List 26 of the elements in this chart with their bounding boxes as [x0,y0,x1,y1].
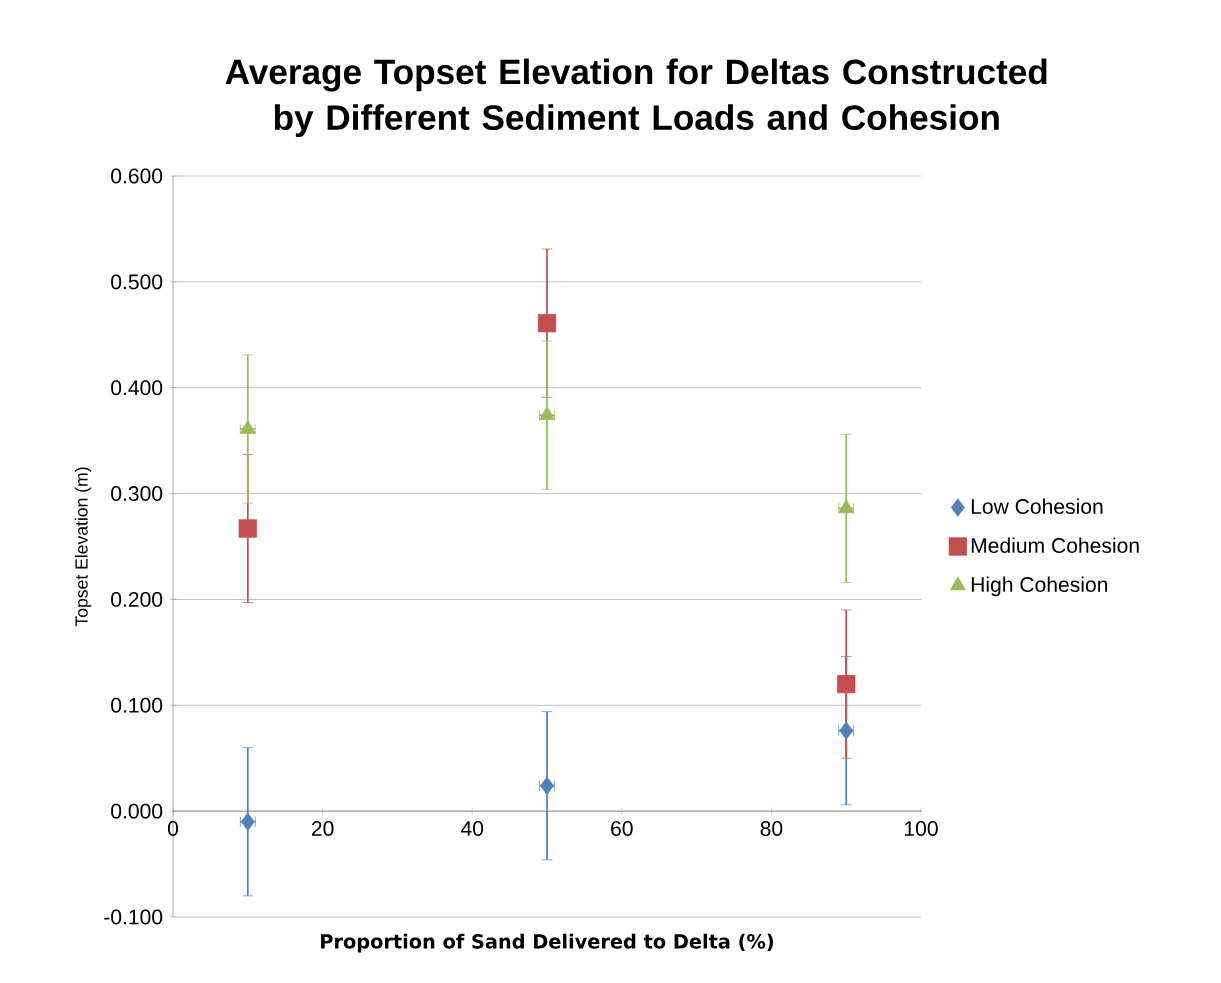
point [239,419,256,434]
point [837,674,856,694]
y-tick-label: -0.100 [104,909,163,925]
point [240,812,255,831]
x-tick-label: 40 [460,821,484,837]
y-tick-label: 0.200 [111,591,163,607]
y-tick-label: 0.400 [111,380,163,396]
y-tick-label: 0.500 [111,274,163,290]
y-axis-title: Topset Elevation (m) [74,467,92,627]
y-tick-label: 0.000 [111,803,163,819]
y-tick-label: 0.600 [111,168,163,184]
point [839,721,854,740]
x-axis-title: Proportion of Sand Delivered to Delta (%) [321,933,774,953]
x-tick-label: 100 [905,821,938,837]
x-tick-label: 80 [760,821,783,837]
legend-label: Medium Cohesion [971,537,1139,554]
point [540,776,554,795]
x-tick-label: 60 [611,821,633,837]
legend-label: High Cohesion [971,576,1108,597]
y-tick-label: 0.300 [111,486,163,502]
y-tick-label: 0.100 [111,697,163,713]
legend-label: Low Cohesion [971,498,1103,515]
x-tick-label: 0 [167,821,179,837]
point [238,519,257,538]
x-tick-label: 20 [311,821,334,837]
chart-title: Average Topset Elevation for Deltas Constructed by Different Sediment Loads and Cohesion [225,58,1047,138]
